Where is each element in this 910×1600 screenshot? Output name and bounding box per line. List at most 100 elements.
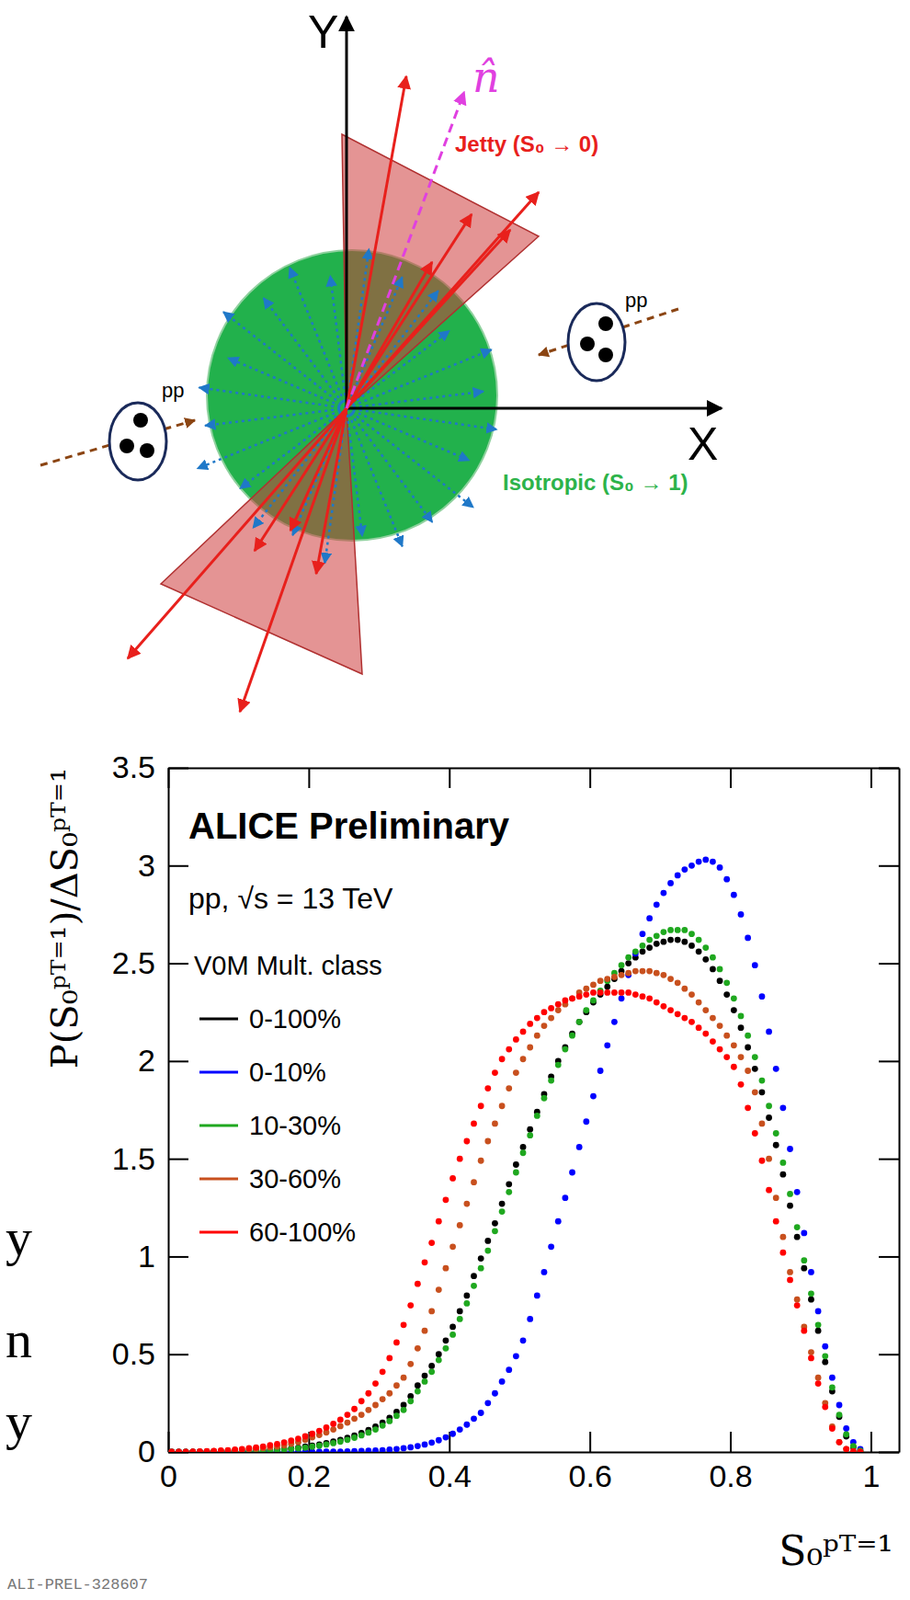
tick-mark <box>168 864 189 867</box>
data-point <box>660 971 668 979</box>
data-point <box>821 1342 829 1350</box>
data-point <box>512 1160 520 1168</box>
data-point <box>358 1432 365 1439</box>
data-point <box>435 1285 443 1293</box>
data-point <box>407 1397 414 1404</box>
data-point <box>189 1447 196 1452</box>
margin-fragment: n <box>5 1308 33 1369</box>
data-point <box>773 1194 780 1201</box>
tick: 1 <box>137 1238 189 1274</box>
data-point <box>786 1268 794 1275</box>
data-point <box>561 997 569 1004</box>
data-point <box>597 989 604 996</box>
data-point <box>484 1137 491 1145</box>
data-point <box>386 1389 393 1397</box>
data-point <box>765 1155 773 1162</box>
data-point <box>225 1446 232 1452</box>
tick <box>878 1451 899 1453</box>
data-point <box>520 1148 527 1156</box>
data-point <box>189 1448 196 1452</box>
data-point <box>688 1018 695 1025</box>
data-point <box>364 1406 372 1413</box>
tick-mark <box>878 1255 899 1258</box>
margin-fragment: y <box>5 1206 33 1267</box>
data-point <box>773 1065 780 1072</box>
tick: 0.8 <box>708 1431 752 1493</box>
legend-entry: 30-60% <box>199 1163 342 1194</box>
tick-mark <box>729 1431 732 1452</box>
data-point <box>779 1233 786 1240</box>
y-axis-title: P(S₀ᵖᵀ⁼¹)/ΔS₀ᵖᵀ⁼¹ <box>43 767 86 1069</box>
data-point <box>681 926 688 933</box>
tick: 3 <box>137 847 189 883</box>
data-point <box>723 1053 730 1060</box>
tick-mark <box>878 962 899 965</box>
data-point <box>730 891 738 899</box>
tick: 0.6 <box>568 1431 613 1493</box>
quark <box>133 412 148 428</box>
diagram-axis-label: X <box>687 418 718 470</box>
data-point <box>794 1301 801 1309</box>
data-point <box>196 1447 204 1452</box>
quark <box>580 336 595 352</box>
data-point <box>443 1433 450 1441</box>
data-point <box>287 1436 295 1444</box>
data-point <box>372 1379 379 1387</box>
data-point <box>470 1119 478 1127</box>
data-point <box>716 977 724 984</box>
data-point <box>470 1414 478 1422</box>
data-point <box>547 1014 555 1022</box>
data-point <box>505 1084 512 1092</box>
data-point <box>842 1444 850 1452</box>
data-point <box>204 1447 211 1452</box>
data-point <box>477 1157 485 1164</box>
data-point <box>196 1448 204 1452</box>
data-point <box>364 1446 372 1452</box>
tick <box>878 1353 899 1355</box>
diagram: YXn̂Jetty (S₀ → 0)Isotropic (S₀ → 1)pppp <box>40 6 722 712</box>
data-point <box>765 1028 773 1036</box>
data-point <box>379 1367 387 1375</box>
data-point <box>590 997 597 1004</box>
data-point <box>744 1044 751 1051</box>
data-point <box>653 969 660 977</box>
data-point <box>175 1448 182 1452</box>
data-point <box>807 1354 815 1362</box>
data-point <box>210 1447 217 1452</box>
data-point <box>800 1264 808 1272</box>
diagram-x-axis <box>346 407 722 410</box>
data-point <box>400 1320 408 1328</box>
data-point <box>484 1247 491 1254</box>
tick-mark <box>878 1353 899 1355</box>
data-point <box>660 889 668 897</box>
data-point <box>308 1430 316 1437</box>
legend-entry: 0-100% <box>199 1003 342 1034</box>
data-point <box>316 1427 323 1434</box>
data-point <box>829 1374 836 1381</box>
tick: 3.5 <box>112 749 189 785</box>
data-point <box>759 1088 766 1095</box>
data-point <box>351 1405 358 1412</box>
tick-mark <box>878 864 899 867</box>
legend-swatch <box>199 1230 239 1234</box>
tick <box>870 767 872 788</box>
data-point <box>751 1129 759 1137</box>
data-point <box>568 994 576 1001</box>
data-point <box>477 1254 485 1262</box>
data-point <box>674 926 682 933</box>
data-point <box>344 1419 352 1426</box>
data-point <box>738 1080 745 1088</box>
data-point <box>744 1032 751 1039</box>
data-point <box>512 1352 520 1359</box>
data-point <box>702 955 709 963</box>
data-point <box>842 1424 850 1432</box>
proton <box>109 402 167 480</box>
direction-label: n̂ <box>472 52 501 103</box>
data-point <box>470 1178 478 1185</box>
tick: 0.5 <box>112 1335 189 1371</box>
data-point <box>632 947 639 955</box>
data-point <box>716 1046 724 1053</box>
legend-label: 30-60% <box>249 1163 342 1194</box>
data-point <box>561 1046 569 1053</box>
data-point <box>182 1448 190 1452</box>
